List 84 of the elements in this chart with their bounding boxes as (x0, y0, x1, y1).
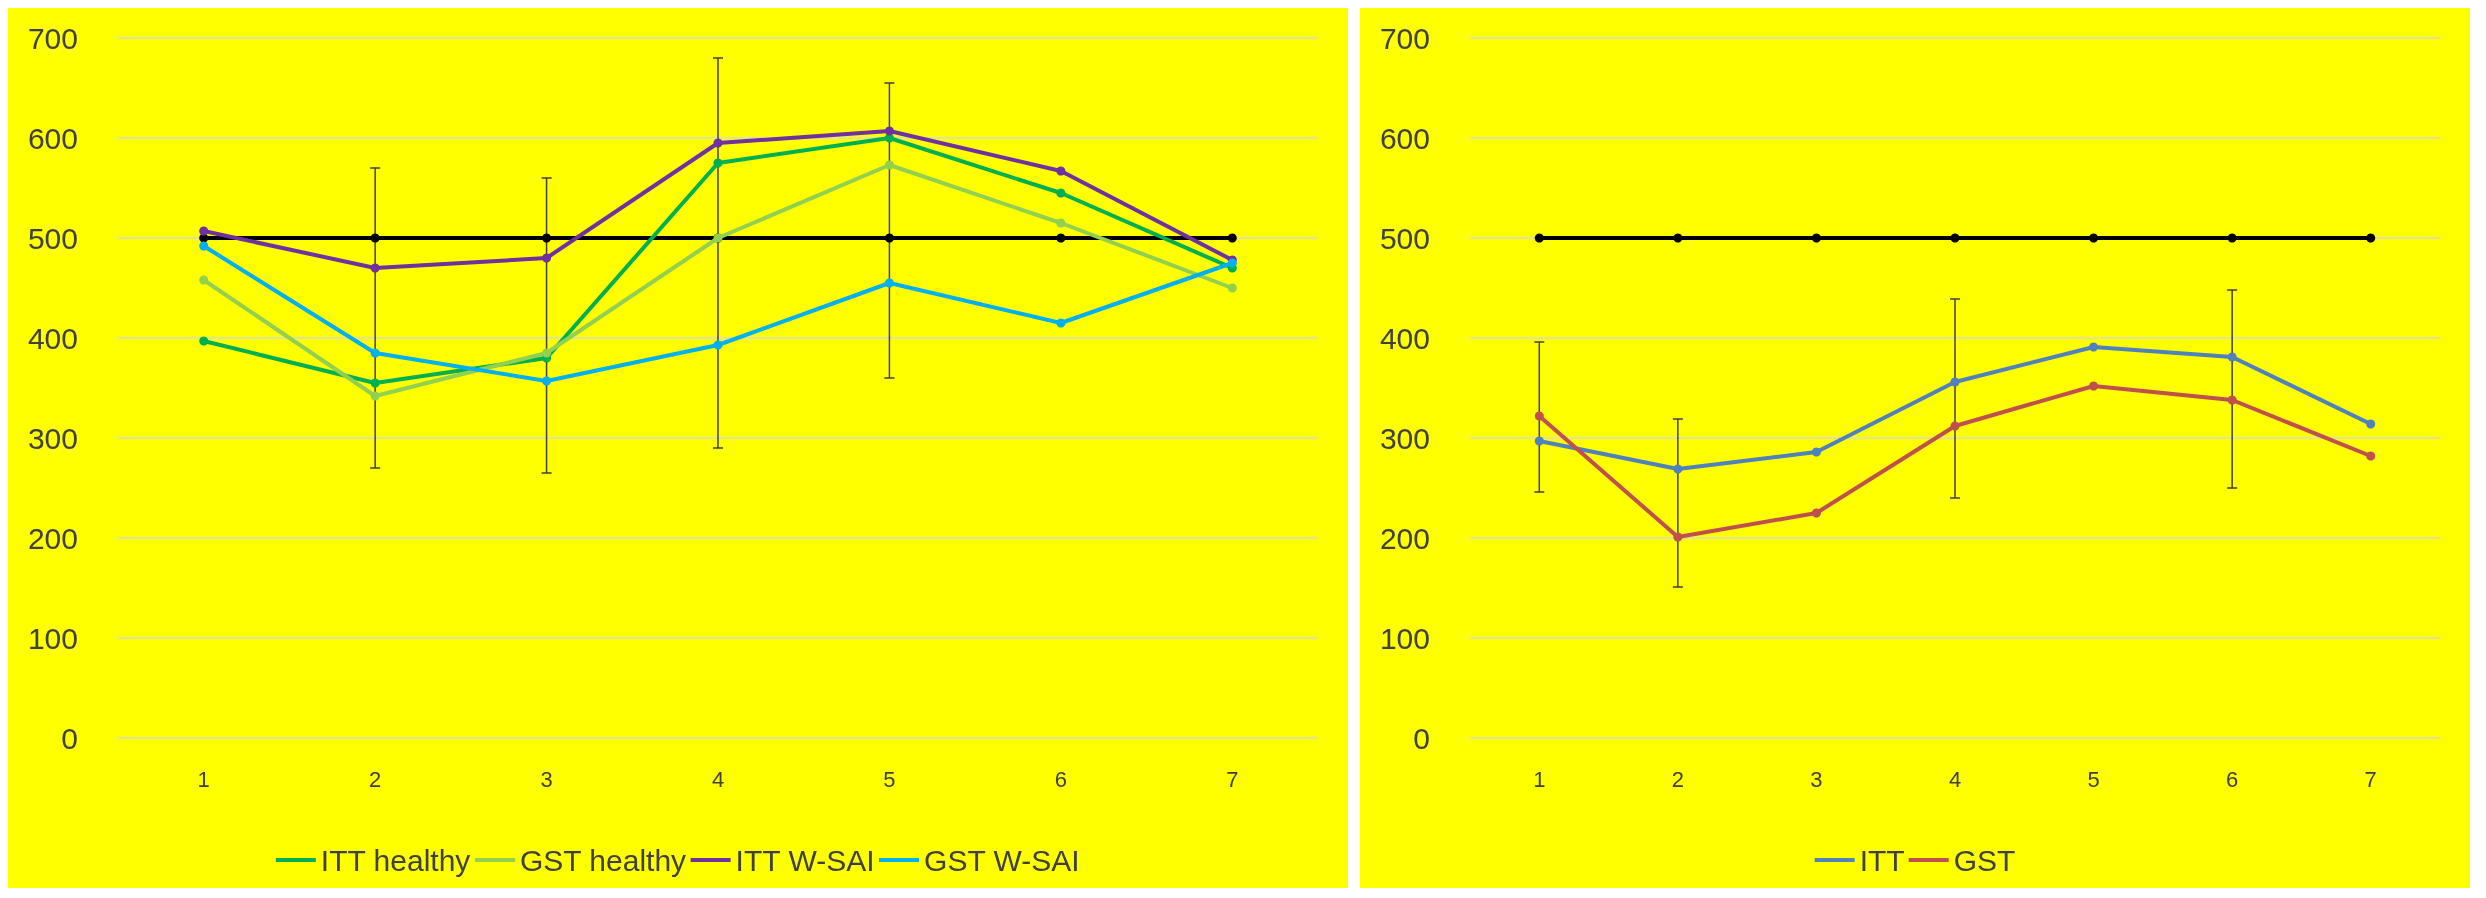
point (1950, 233, 1960, 243)
x-tick-label: 3 (1810, 766, 1823, 792)
y-tick-label: 0 (61, 721, 78, 755)
point (1950, 421, 1960, 431)
point (2227, 233, 2237, 243)
y-tick-label: 100 (1379, 621, 1430, 655)
point (1056, 188, 1066, 198)
point (1811, 508, 1821, 518)
point (1811, 447, 1821, 457)
point (2366, 451, 2376, 461)
point (884, 278, 894, 288)
point (1534, 436, 1544, 446)
legend-label: ITT healthy (320, 843, 471, 877)
point (884, 126, 894, 136)
x-tick-label: 1 (1533, 766, 1546, 792)
legend-label: GST W-SAI (924, 843, 1080, 877)
point (713, 340, 723, 350)
x-tick-label: 3 (540, 766, 553, 792)
point (370, 378, 380, 388)
point (1811, 233, 1821, 243)
y-tick-label: 700 (27, 21, 78, 55)
point (1227, 283, 1237, 293)
point (542, 376, 552, 386)
point (1673, 532, 1683, 542)
point (1534, 411, 1544, 421)
x-tick-label: 1 (197, 766, 210, 792)
y-tick-label: 300 (1379, 421, 1430, 455)
point (1227, 233, 1237, 243)
y-tick-label: 100 (27, 621, 78, 655)
y-tick-label: 500 (1379, 221, 1430, 255)
x-tick-label: 7 (2364, 766, 2377, 792)
y-tick-label: 300 (27, 421, 78, 455)
legend-label: ITT (1859, 843, 1905, 877)
point (1056, 318, 1066, 328)
point (1056, 218, 1066, 228)
x-tick-label: 6 (2226, 766, 2239, 792)
point (2089, 233, 2099, 243)
point (2089, 342, 2099, 352)
y-tick-label: 0 (1413, 721, 1430, 755)
point (199, 275, 209, 285)
x-tick-label: 7 (1226, 766, 1239, 792)
point (713, 138, 723, 148)
y-tick-label: 200 (27, 521, 78, 555)
point (2366, 419, 2376, 429)
point (542, 253, 552, 263)
point (542, 348, 552, 358)
y-tick-label: 600 (1379, 121, 1430, 155)
legend-label: GST healthy (519, 843, 687, 877)
point (1950, 377, 1960, 387)
x-tick-label: 4 (711, 766, 725, 792)
point (884, 233, 894, 243)
x-tick-label: 2 (369, 766, 382, 792)
y-tick-label: 700 (1379, 21, 1430, 55)
point (1056, 166, 1066, 176)
point (2366, 233, 2376, 243)
point (884, 160, 894, 170)
point (199, 226, 209, 236)
point (1056, 233, 1066, 243)
point (370, 263, 380, 273)
x-tick-label: 4 (1948, 766, 1962, 792)
y-tick-label: 400 (1379, 321, 1430, 355)
legend-label: ITT W-SAI (735, 843, 875, 877)
point (713, 158, 723, 168)
point (1673, 464, 1683, 474)
point (370, 233, 380, 243)
point (370, 391, 380, 401)
point (2227, 395, 2237, 405)
point (2227, 352, 2237, 362)
y-tick-label: 400 (27, 321, 78, 355)
point (370, 348, 380, 358)
y-tick-label: 600 (27, 121, 78, 155)
point (1673, 233, 1683, 243)
x-tick-label: 2 (1671, 766, 1684, 792)
point (2089, 381, 2099, 391)
point (1534, 233, 1544, 243)
x-tick-label: 6 (1054, 766, 1067, 792)
legend-label: GST (1953, 843, 2016, 877)
x-tick-label: 5 (2087, 766, 2100, 792)
point (199, 336, 209, 346)
y-tick-label: 200 (1379, 521, 1430, 555)
point (542, 233, 552, 243)
point (199, 241, 209, 251)
x-tick-label: 5 (883, 766, 896, 792)
y-tick-label: 500 (27, 221, 78, 255)
